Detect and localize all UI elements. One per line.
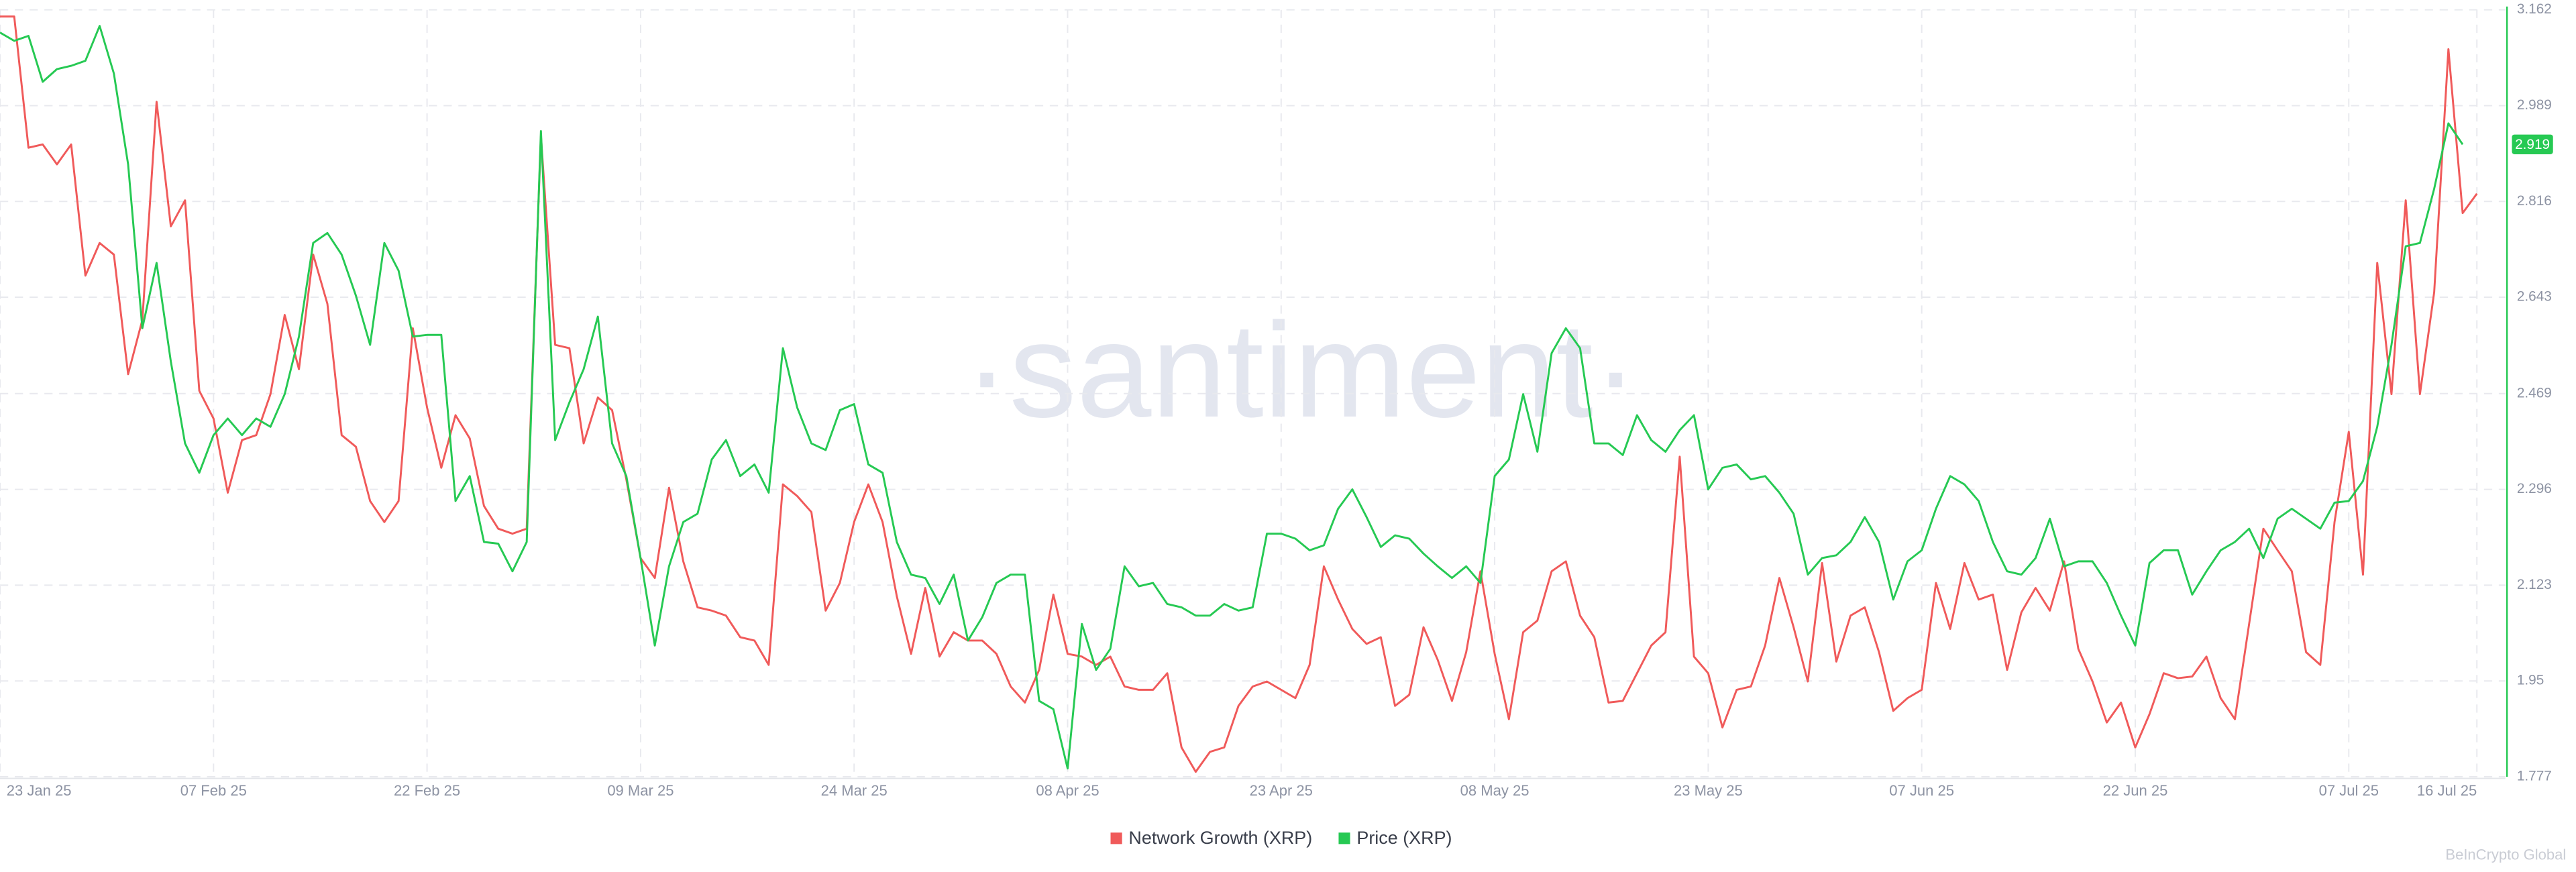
x-tick-label: 07 Jun 25 (1889, 782, 1954, 799)
x-tick-label: 07 Jul 25 (2319, 782, 2379, 799)
x-tick-label: 23 Apr 25 (1250, 782, 1313, 799)
y2-tick-label: 2.643 (2517, 289, 2552, 305)
x-tick-label: 24 Mar 25 (821, 782, 888, 799)
legend-swatch (1110, 832, 1122, 844)
y2-tick-label: 2.296 (2517, 481, 2552, 496)
x-tick-label: 09 Mar 25 (607, 782, 674, 799)
x-tick-label: 22 Feb 25 (394, 782, 460, 799)
x-tick-label: 07 Feb 25 (180, 782, 247, 799)
legend-swatch (1338, 832, 1350, 844)
series-line (0, 15, 2478, 773)
x-tick-label: 23 May 25 (1674, 782, 1743, 799)
y2-tick-label: 3.162 (2517, 1, 2552, 17)
price-badge (2512, 134, 2553, 154)
y2-tick-label: 2.816 (2517, 193, 2552, 209)
x-tick-label: 08 May 25 (1460, 782, 1529, 799)
legend-label: Network Growth (XRP) (1128, 828, 1312, 848)
y2-tick-label: 1.777 (2517, 769, 2552, 784)
credit: BeInCrypto Global (2445, 846, 2566, 863)
watermark: ·santiment· (964, 294, 1638, 445)
x-tick-label: 16 Jul 25 (2417, 782, 2477, 799)
series-line (0, 25, 2464, 770)
y2-tick-label: 1.95 (2517, 673, 2544, 688)
y2-tick-label: 2.469 (2517, 385, 2552, 400)
legend: Network Growth (XRP) Price (XRP) (1110, 828, 1452, 848)
x-tick-label: 22 Jun 25 (2103, 782, 2168, 799)
y2-tick-label: 2.123 (2517, 577, 2552, 592)
x-tick-label: 08 Apr 25 (1036, 782, 1099, 799)
price-badge-label: 2.919 (2515, 137, 2550, 152)
x-tick-label: 23 Jan 25 (7, 782, 72, 799)
legend-label: Price (XRP) (1356, 828, 1452, 848)
y2-tick-label: 2.989 (2517, 97, 2552, 113)
